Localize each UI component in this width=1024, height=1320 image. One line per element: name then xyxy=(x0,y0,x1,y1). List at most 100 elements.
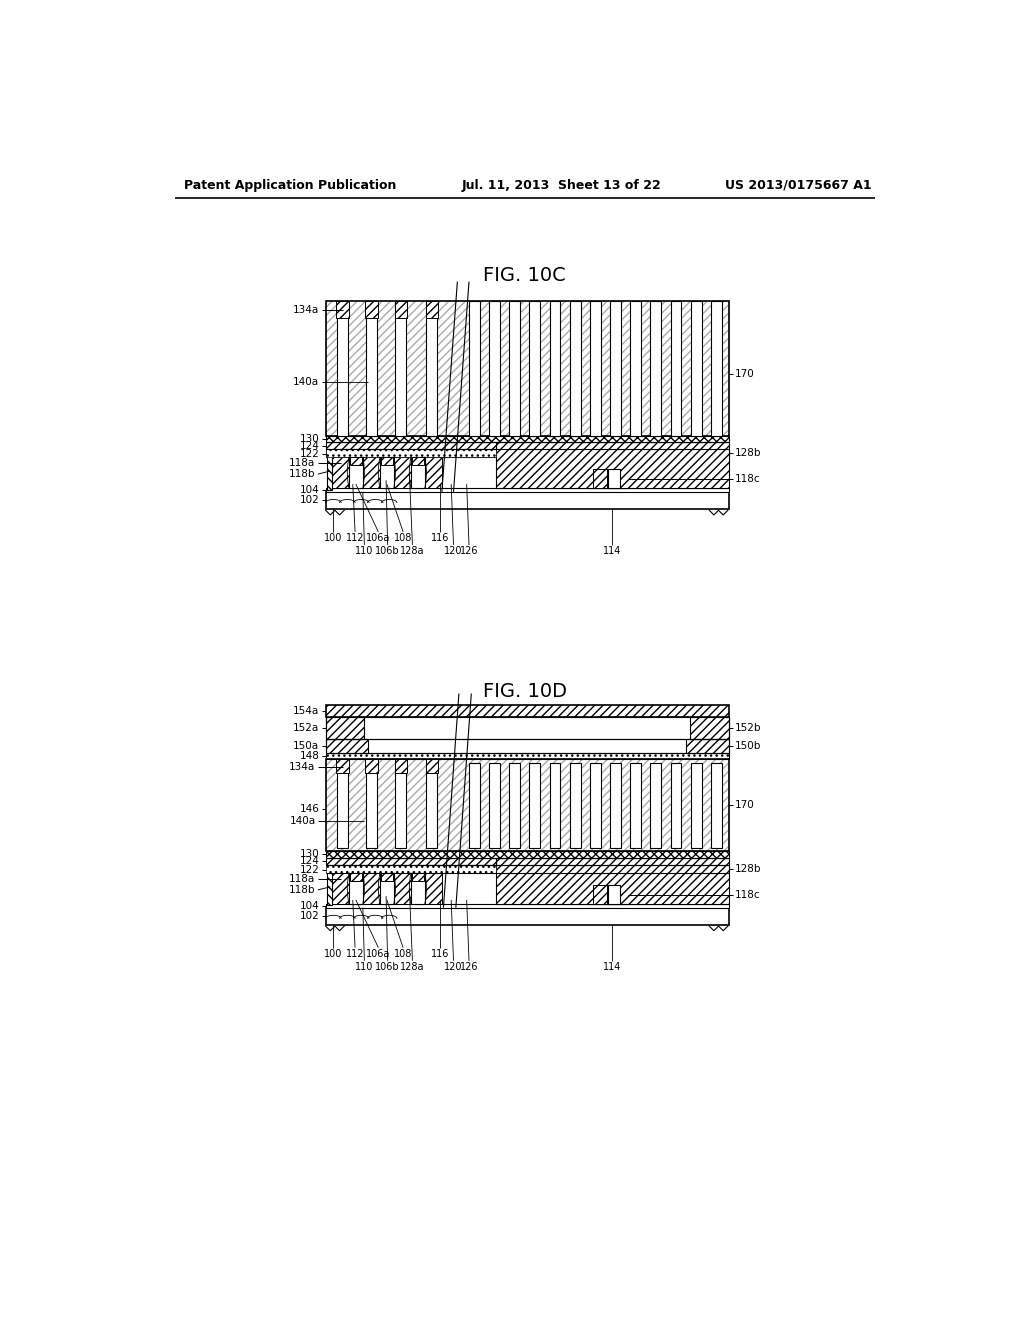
Bar xyxy=(607,469,621,488)
Bar xyxy=(690,301,701,436)
Text: 128a: 128a xyxy=(400,546,425,556)
Bar xyxy=(489,301,500,436)
Bar xyxy=(369,739,686,752)
Bar xyxy=(496,442,729,488)
Bar xyxy=(509,763,520,847)
Bar xyxy=(671,301,681,436)
Bar xyxy=(337,301,348,436)
Bar xyxy=(690,763,701,847)
Text: 126: 126 xyxy=(460,546,478,556)
Text: 124: 124 xyxy=(300,441,319,450)
Bar xyxy=(326,488,729,492)
Bar xyxy=(650,301,662,436)
Text: 130: 130 xyxy=(300,850,319,859)
Bar xyxy=(366,301,377,436)
Bar xyxy=(326,492,729,508)
Bar xyxy=(395,301,407,436)
Bar xyxy=(394,301,407,318)
Bar xyxy=(326,739,369,752)
Bar xyxy=(326,442,496,449)
Bar xyxy=(426,759,438,774)
Text: 154a: 154a xyxy=(293,706,319,717)
Text: 152b: 152b xyxy=(735,723,761,733)
Bar xyxy=(426,301,437,436)
Text: 134a: 134a xyxy=(290,762,315,772)
Text: 114: 114 xyxy=(603,962,622,972)
Bar xyxy=(395,763,407,847)
Text: 118a: 118a xyxy=(290,874,315,884)
Text: 170: 170 xyxy=(735,370,755,379)
Text: 148: 148 xyxy=(300,751,319,760)
Bar xyxy=(366,301,378,318)
Text: 106b: 106b xyxy=(376,962,400,972)
Text: 124: 124 xyxy=(300,857,319,866)
Text: 106b: 106b xyxy=(376,546,400,556)
Bar xyxy=(550,301,560,436)
Text: 112: 112 xyxy=(346,949,365,958)
Text: 118c: 118c xyxy=(735,474,761,483)
Bar xyxy=(394,873,411,904)
Bar xyxy=(337,301,349,318)
Bar xyxy=(550,763,560,847)
Text: 118b: 118b xyxy=(289,884,315,895)
Bar xyxy=(711,763,722,847)
Text: 170: 170 xyxy=(735,800,755,810)
Bar xyxy=(349,873,362,904)
Text: 122: 122 xyxy=(300,865,319,875)
Bar xyxy=(589,884,628,904)
Text: 102: 102 xyxy=(300,495,319,506)
Text: Patent Application Publication: Patent Application Publication xyxy=(183,178,396,191)
Text: FIG. 10C: FIG. 10C xyxy=(483,265,566,285)
Text: 112: 112 xyxy=(346,533,365,543)
Bar xyxy=(380,873,394,904)
Bar xyxy=(337,763,348,847)
Bar xyxy=(589,469,628,488)
Bar xyxy=(711,301,722,436)
Bar xyxy=(394,457,411,488)
Bar xyxy=(380,457,394,488)
Bar xyxy=(326,858,496,866)
Bar xyxy=(412,873,424,880)
Text: US 2013/0175667 A1: US 2013/0175667 A1 xyxy=(725,178,872,191)
Bar xyxy=(590,763,601,847)
Bar xyxy=(326,436,729,442)
Bar xyxy=(326,752,729,759)
Text: 118c: 118c xyxy=(735,890,761,899)
Bar xyxy=(366,759,378,774)
Text: 134a: 134a xyxy=(293,305,319,315)
Text: 130: 130 xyxy=(300,434,319,444)
Bar xyxy=(349,457,362,465)
Bar xyxy=(569,301,581,436)
Bar xyxy=(610,301,621,436)
Text: 140a: 140a xyxy=(293,376,319,387)
Bar xyxy=(411,457,425,488)
Text: 120: 120 xyxy=(444,546,463,556)
Text: 122: 122 xyxy=(300,449,319,459)
Bar xyxy=(326,301,729,436)
Text: 140a: 140a xyxy=(290,816,315,825)
Bar xyxy=(326,449,729,457)
Bar xyxy=(496,858,729,904)
Bar xyxy=(381,873,393,880)
Bar xyxy=(425,873,442,904)
Text: 102: 102 xyxy=(300,911,319,921)
Text: 104: 104 xyxy=(300,486,319,495)
Bar xyxy=(326,908,729,924)
Text: 106a: 106a xyxy=(367,533,390,543)
Bar xyxy=(349,457,362,488)
Text: 152a: 152a xyxy=(293,723,319,733)
Bar xyxy=(630,301,641,436)
Bar xyxy=(326,759,729,851)
Bar xyxy=(686,739,729,752)
Text: 114: 114 xyxy=(603,546,622,556)
Bar xyxy=(671,763,681,847)
Bar xyxy=(328,869,332,906)
Bar xyxy=(326,301,729,436)
Text: 116: 116 xyxy=(431,533,450,543)
Text: 104: 104 xyxy=(300,902,319,911)
Bar xyxy=(362,873,380,904)
Bar xyxy=(326,705,729,718)
Bar xyxy=(412,457,424,465)
Bar xyxy=(569,763,581,847)
Bar xyxy=(328,453,332,490)
